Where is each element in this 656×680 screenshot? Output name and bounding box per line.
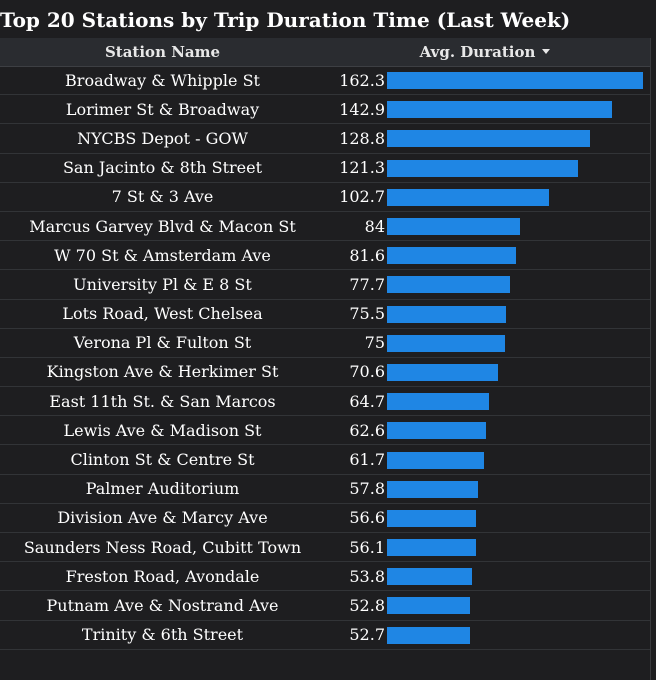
- avg-duration-value: 52.7: [349, 625, 385, 645]
- table-row: Lewis Ave & Madison St 62.6: [0, 416, 650, 446]
- avg-duration-bar: [387, 130, 591, 148]
- avg-duration-bar: [387, 539, 476, 557]
- table-row: Palmer Auditorium 57.8: [0, 475, 650, 504]
- avg-duration-value: 81.6: [349, 245, 385, 265]
- avg-duration-value: 121.3: [339, 158, 385, 178]
- station-name-cell: Kingston Ave & Herkimer St: [46, 362, 279, 382]
- avg-duration-value: 77.7: [349, 274, 385, 294]
- station-name-cell: Trinity & 6th Street: [81, 625, 244, 645]
- avg-duration-value: 75.5: [349, 304, 385, 324]
- avg-duration-bar: [387, 305, 507, 323]
- chart-title: Top 20 Stations by Trip Duration Time (L…: [0, 8, 571, 32]
- station-name-cell: 7 St & 3 Ave: [111, 187, 214, 207]
- table-row: Clinton St & Centre St 61.7: [0, 445, 650, 475]
- avg-duration-value: 61.7: [349, 450, 385, 470]
- table-row: Lots Road, West Chelsea 75.5: [0, 300, 650, 329]
- station-name-cell: University Pl & E 8 St: [73, 274, 252, 294]
- station-name-cell: Freston Road, Avondale: [65, 566, 260, 586]
- table-row: Division Ave & Marcy Ave 56.6: [0, 504, 650, 533]
- column-header-avg-duration-label: Avg. Duration: [419, 43, 536, 61]
- avg-duration-value: 128.8: [339, 128, 385, 148]
- station-name-cell: Marcus Garvey Blvd & Macon St: [29, 216, 296, 236]
- station-name-cell: San Jacinto & 8th Street: [62, 158, 263, 178]
- avg-duration-bar: [387, 393, 490, 411]
- avg-duration-bar: [387, 422, 486, 440]
- avg-duration-bar: [387, 72, 643, 90]
- station-name-cell: Saunders Ness Road, Cubitt Town: [23, 537, 302, 557]
- avg-duration-bar: [387, 363, 499, 381]
- table-row: Trinity & 6th Street 52.7: [0, 621, 650, 650]
- station-name-cell: East 11th St. & San Marcos: [49, 391, 276, 411]
- avg-duration-bar: [387, 451, 485, 469]
- avg-duration-bar: [387, 568, 472, 586]
- table-row: East 11th St. & San Marcos 64.7: [0, 387, 650, 417]
- avg-duration-bar: [387, 509, 477, 527]
- avg-duration-value: 56.1: [349, 537, 385, 557]
- table-header: Station Name Avg. Duration: [0, 38, 650, 67]
- avg-duration-value: 162.3: [339, 70, 385, 90]
- table-row: University Pl & E 8 St 77.7: [0, 270, 650, 300]
- table-row: Verona Pl & Fulton St 75: [0, 329, 650, 358]
- column-header-avg-duration[interactable]: Avg. Duration: [330, 38, 640, 66]
- avg-duration-value: 75: [364, 333, 385, 353]
- avg-duration-value: 84: [364, 216, 385, 236]
- avg-duration-value: 52.8: [349, 595, 385, 615]
- avg-duration-value: 142.9: [339, 99, 385, 119]
- station-name-cell: Clinton St & Centre St: [70, 450, 255, 470]
- station-name-cell: Lots Road, West Chelsea: [62, 304, 263, 324]
- avg-duration-bar: [387, 101, 613, 119]
- avg-duration-value: 57.8: [349, 479, 385, 499]
- station-name-cell: Division Ave & Marcy Ave: [57, 508, 268, 528]
- avg-duration-value: 102.7: [339, 187, 385, 207]
- avg-duration-bar: [387, 218, 520, 236]
- table-row: 7 St & 3 Ave 102.7: [0, 183, 650, 212]
- avg-duration-value: 62.6: [349, 420, 385, 440]
- column-header-station-name[interactable]: Station Name: [104, 43, 221, 61]
- avg-duration-value: 64.7: [349, 391, 385, 411]
- sort-descending-icon[interactable]: [542, 48, 551, 54]
- station-name-cell: W 70 St & Amsterdam Ave: [54, 245, 271, 265]
- table-row: Broadway & Whipple St 162.3: [0, 66, 650, 96]
- station-name-cell: Lorimer St & Broadway: [65, 99, 260, 119]
- station-name-cell: NYCBS Depot - GOW: [77, 128, 248, 148]
- avg-duration-value: 53.8: [349, 566, 385, 586]
- avg-duration-bar: [387, 247, 516, 265]
- avg-duration-bar: [387, 159, 579, 177]
- station-name-cell: Palmer Auditorium: [85, 479, 240, 499]
- table-row: Marcus Garvey Blvd & Macon St 84: [0, 212, 650, 242]
- data-table: Station Name Avg. Duration Broadway & Wh…: [0, 38, 651, 680]
- table-row: NYCBS Depot - GOW 128.8: [0, 124, 650, 154]
- table-row: W 70 St & Amsterdam Ave 81.6: [0, 241, 650, 271]
- avg-duration-bar: [387, 188, 549, 206]
- avg-duration-bar: [387, 626, 471, 644]
- avg-duration-bar: [387, 597, 471, 615]
- avg-duration-bar: [387, 276, 510, 294]
- table-row: San Jacinto & 8th Street 121.3: [0, 154, 650, 183]
- station-name-cell: Verona Pl & Fulton St: [73, 333, 252, 353]
- table-body: Broadway & Whipple St 162.3 Lorimer St & B…: [0, 66, 650, 650]
- avg-duration-value: 70.6: [349, 362, 385, 382]
- table-row: Saunders Ness Road, Cubitt Town 56.1: [0, 533, 650, 563]
- table-row: Lorimer St & Broadway 142.9: [0, 95, 650, 125]
- station-name-cell: Putnam Ave & Nostrand Ave: [46, 595, 279, 615]
- table-row: Putnam Ave & Nostrand Ave 52.8: [0, 591, 650, 621]
- station-name-cell: Lewis Ave & Madison St: [63, 420, 262, 440]
- avg-duration-bar: [387, 480, 479, 498]
- avg-duration-bar: [387, 334, 506, 352]
- station-name-cell: Broadway & Whipple St: [65, 70, 260, 90]
- table-row: Kingston Ave & Herkimer St 70.6: [0, 358, 650, 388]
- avg-duration-value: 56.6: [349, 508, 385, 528]
- table-row: Freston Road, Avondale 53.8: [0, 562, 650, 592]
